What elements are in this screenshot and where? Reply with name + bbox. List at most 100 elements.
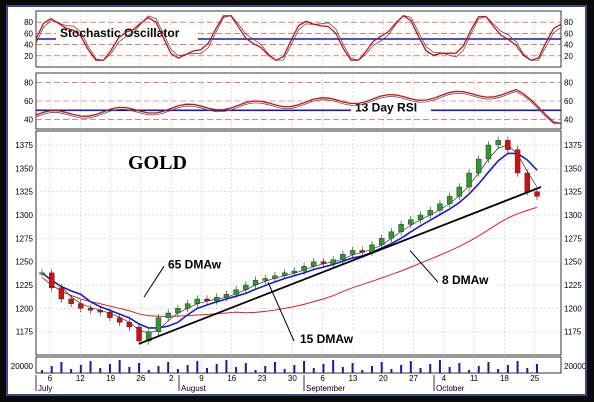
volume-bar	[225, 360, 228, 373]
volume-bar	[380, 362, 383, 373]
x-month-label: August	[181, 384, 207, 393]
volume-bar	[332, 360, 335, 373]
trendline	[138, 186, 542, 345]
x-day-label: 26	[136, 374, 145, 383]
candle-body	[281, 272, 288, 276]
ma65-label-bg	[166, 256, 228, 271]
price-y-tick-right: 1375	[564, 141, 582, 150]
volume-bar	[419, 368, 422, 373]
volume-bar	[147, 370, 150, 373]
candle-body	[369, 244, 375, 253]
stoch-y-tick-left: 40	[24, 41, 33, 50]
volume-bar	[41, 370, 43, 373]
candle-body	[223, 294, 230, 298]
price-y-tick-left: 1375	[15, 141, 33, 150]
candle-body	[252, 280, 259, 286]
price-y-tick-right: 1200	[564, 304, 582, 313]
volume-bar	[89, 361, 92, 373]
stoch-y-tick-right: 20	[564, 52, 573, 61]
volume-bar	[526, 368, 529, 373]
volume-bar	[138, 363, 141, 373]
stoch-y-tick-right: 40	[564, 41, 573, 50]
candle-body	[446, 196, 453, 204]
volume-bar	[536, 364, 538, 373]
volume-bar	[312, 368, 315, 373]
candle-body	[524, 172, 530, 192]
stoch-signal-line	[35, 15, 562, 61]
volume-bar	[79, 365, 82, 373]
x-day-label: 20	[379, 374, 388, 383]
price-y-tick-right: 1225	[564, 281, 582, 290]
candle-body	[466, 172, 472, 188]
volume-bar	[351, 363, 354, 373]
candle-body	[495, 140, 501, 146]
candle-body	[116, 317, 123, 323]
candle-body	[68, 298, 74, 304]
rsi-y-tick-right: 80	[564, 78, 573, 87]
candle-body	[78, 303, 84, 309]
stoch-y-tick-left: 60	[24, 29, 33, 38]
price-y-tick-left: 1350	[15, 164, 33, 173]
rsi-y-tick-left: 80	[24, 78, 33, 87]
volume-bar	[273, 362, 276, 373]
candle-body	[340, 253, 346, 260]
volume-bar	[497, 369, 500, 373]
rsi-y-tick-left: 40	[24, 116, 33, 125]
volume-bar	[254, 370, 257, 373]
candle-body	[476, 158, 482, 174]
candle-body	[97, 310, 103, 313]
stoch-y-tick-right: 60	[564, 29, 573, 38]
candle-body	[427, 210, 433, 216]
volume-bar	[506, 365, 509, 373]
candle-body	[184, 303, 191, 309]
candle-body	[505, 140, 511, 150]
candle-body	[272, 275, 278, 279]
volume-bar	[176, 369, 179, 373]
candle-body	[136, 326, 142, 342]
candle-body	[175, 308, 181, 314]
chart-panel: 6 12 19 26 2 9 16 23 30 6 13 20 27 4 11 18 25 July August S…	[6, 5, 587, 396]
ma15-label: 15 DMAw	[300, 332, 354, 346]
chart-title: GOLD	[128, 152, 187, 174]
candle-body	[437, 203, 443, 211]
volume-bar	[244, 363, 247, 373]
volume-bar	[341, 367, 344, 373]
volume-bar	[196, 361, 199, 373]
stoch-y-tick-right: 80	[564, 18, 573, 27]
volume-bar	[487, 362, 490, 373]
rsi-signal-line	[35, 91, 561, 124]
volume-bar	[283, 369, 286, 373]
price-y-tick-right: 1300	[564, 211, 582, 220]
volume-bar	[516, 361, 519, 373]
rsi-y-tick-left: 60	[24, 97, 33, 106]
volume-bar	[118, 360, 121, 373]
candle-body	[194, 298, 200, 304]
candle-body	[39, 272, 45, 275]
price-y-tick-left: 1300	[15, 211, 33, 220]
x-day-label: 2	[169, 374, 174, 383]
stoch-k-line	[35, 14, 562, 62]
rsi-label: 13 Day RSI	[355, 100, 417, 114]
volume-bar	[264, 366, 267, 373]
volume-bar	[206, 368, 208, 373]
candle-body	[514, 149, 521, 174]
stoch-y-tick-left: 80	[24, 18, 33, 27]
candle-body	[243, 284, 249, 290]
x-day-label: 18	[500, 374, 509, 383]
candle-body	[485, 144, 492, 160]
candle-body	[146, 331, 152, 342]
candle-body	[233, 289, 239, 295]
volume-y-tick-right: 20000	[564, 362, 585, 371]
rsi-label-bg	[351, 98, 431, 114]
ma15-leader	[267, 281, 295, 342]
price-y-tick-right: 1175	[564, 328, 582, 337]
stoch-y-tick-left: 20	[24, 52, 33, 61]
price-y-tick-left: 1200	[15, 304, 33, 313]
price-y-tick-left: 1175	[16, 328, 34, 337]
rsi-line	[35, 88, 562, 125]
ma8-label-bg	[440, 272, 494, 287]
ma15-label-bg	[298, 331, 360, 345]
candle-body	[107, 311, 113, 318]
price-y-tick-left: 1275	[15, 234, 33, 243]
price-y-tick-left: 1250	[15, 258, 33, 267]
